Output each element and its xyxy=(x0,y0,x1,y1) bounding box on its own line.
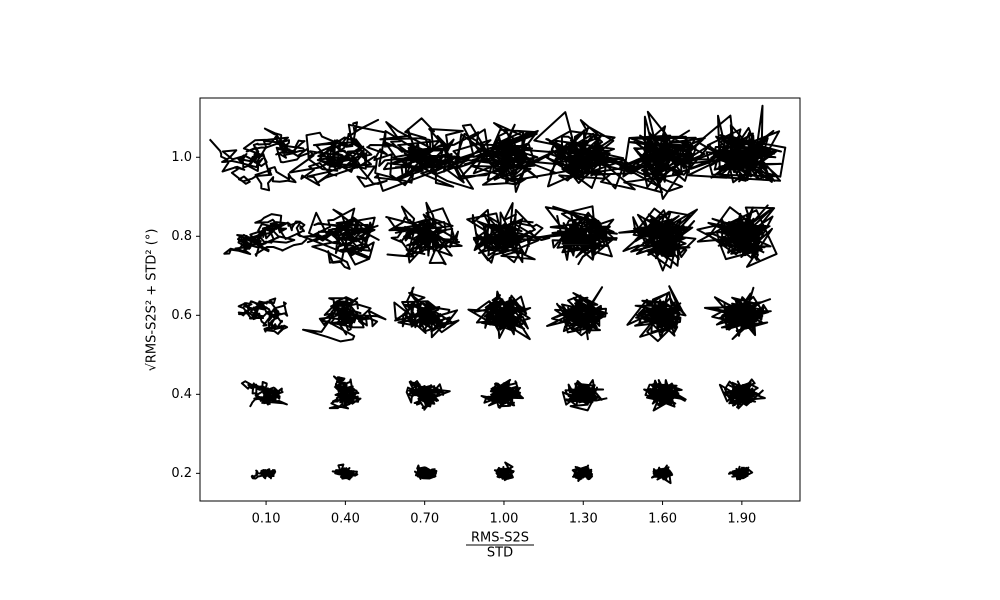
trajectory xyxy=(618,207,698,272)
trajectory xyxy=(385,201,463,266)
trajectory xyxy=(493,461,515,482)
trajectory xyxy=(250,468,277,480)
trajectory xyxy=(718,378,766,410)
x-tick-label: 0.40 xyxy=(331,512,360,527)
trajectory xyxy=(531,111,637,191)
axes-frame xyxy=(199,97,801,502)
y-tick-label: 0.8 xyxy=(171,229,192,244)
trajectory xyxy=(393,286,460,339)
y-tick-label: 0.2 xyxy=(171,466,192,481)
trajectory xyxy=(535,205,618,266)
trajectory xyxy=(208,127,310,192)
trajectory xyxy=(467,290,532,341)
x-tick-label: 1.30 xyxy=(569,512,598,527)
trajectory xyxy=(288,118,400,188)
trajectory xyxy=(561,379,608,412)
trajectory xyxy=(331,463,359,481)
x-label-numerator: RMS-S2S xyxy=(471,531,529,546)
trajectory xyxy=(651,464,674,485)
trajectory xyxy=(546,286,608,341)
trajectory xyxy=(302,207,380,270)
trajectory xyxy=(728,465,754,481)
y-tick-label: 0.4 xyxy=(171,387,192,402)
trajectory xyxy=(302,296,387,343)
y-tick-label: 1.0 xyxy=(171,150,192,165)
trajectory xyxy=(703,286,772,340)
x-label-denominator: STD xyxy=(487,546,513,561)
trajectory xyxy=(626,285,687,343)
trajectory xyxy=(466,202,551,264)
trajectory xyxy=(696,204,778,268)
x-tick-label: 0.70 xyxy=(410,512,439,527)
x-tick-label: 1.90 xyxy=(727,512,756,527)
trajectory xyxy=(328,375,362,410)
trajectory xyxy=(223,213,309,257)
trajectory xyxy=(405,380,451,411)
trajectory xyxy=(613,110,715,200)
x-tick-label: 0.10 xyxy=(252,512,281,527)
trajectory xyxy=(376,117,480,192)
trajectory xyxy=(444,122,558,193)
trajectory xyxy=(681,104,787,184)
trajectory xyxy=(480,378,524,409)
y-label: √RMS-S2S² + STD² (°) xyxy=(145,229,160,372)
trajectory xyxy=(414,464,438,480)
trajectory xyxy=(237,297,289,335)
trajectory xyxy=(571,464,594,482)
x-tick-label: 1.60 xyxy=(648,512,677,527)
y-tick-label: 0.6 xyxy=(171,308,192,323)
x-tick-label: 1.00 xyxy=(489,512,518,527)
trajectory xyxy=(240,380,288,408)
trajectory xyxy=(643,379,687,412)
